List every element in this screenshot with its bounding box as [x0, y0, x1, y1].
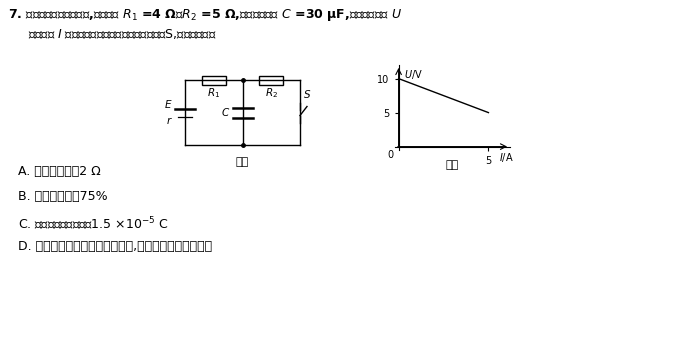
Bar	[259, 76, 283, 85]
Text: $r$: $r$	[166, 115, 173, 126]
Text: C. 电容器所带电荷量为1.5 ×10$^{-5}$ C: C. 电容器所带电荷量为1.5 ×10$^{-5}$ C	[18, 215, 169, 232]
Text: $C$: $C$	[221, 107, 231, 118]
Text: 7. 在如图甲所示的电路中,定值电阻 $R_1$ =4 Ω、$R_2$ =5 Ω,电容器的电容 $C$ =30 μF,电源路端电压 $U$: 7. 在如图甲所示的电路中,定值电阻 $R_1$ =4 Ω、$R_2$ =5 Ω…	[8, 7, 402, 23]
Text: 图乙: 图乙	[446, 160, 459, 170]
Text: $E$: $E$	[164, 99, 173, 110]
Text: $R_2$: $R_2$	[265, 87, 278, 100]
Text: $U$/V: $U$/V	[404, 68, 423, 81]
Bar	[201, 76, 226, 85]
Text: 图甲: 图甲	[236, 157, 249, 167]
Text: $I$/A: $I$/A	[499, 151, 514, 164]
Text: $S$: $S$	[303, 89, 312, 100]
Text: $R_1$: $R_1$	[207, 87, 220, 100]
Text: 0: 0	[387, 150, 393, 160]
Text: A. 电源的内阻为2 Ω: A. 电源的内阻为2 Ω	[18, 165, 101, 178]
Text: D. 若增大电容器两极板间的距离,电容器内部的场强不变: D. 若增大电容器两极板间的距离,电容器内部的场强不变	[18, 240, 212, 253]
Text: 随总电流 $I$ 的变化关系如图乙所示。现闭合开关S,则电路稳定后: 随总电流 $I$ 的变化关系如图乙所示。现闭合开关S,则电路稳定后	[28, 27, 217, 41]
Text: B. 电源的效率为75%: B. 电源的效率为75%	[18, 190, 107, 203]
